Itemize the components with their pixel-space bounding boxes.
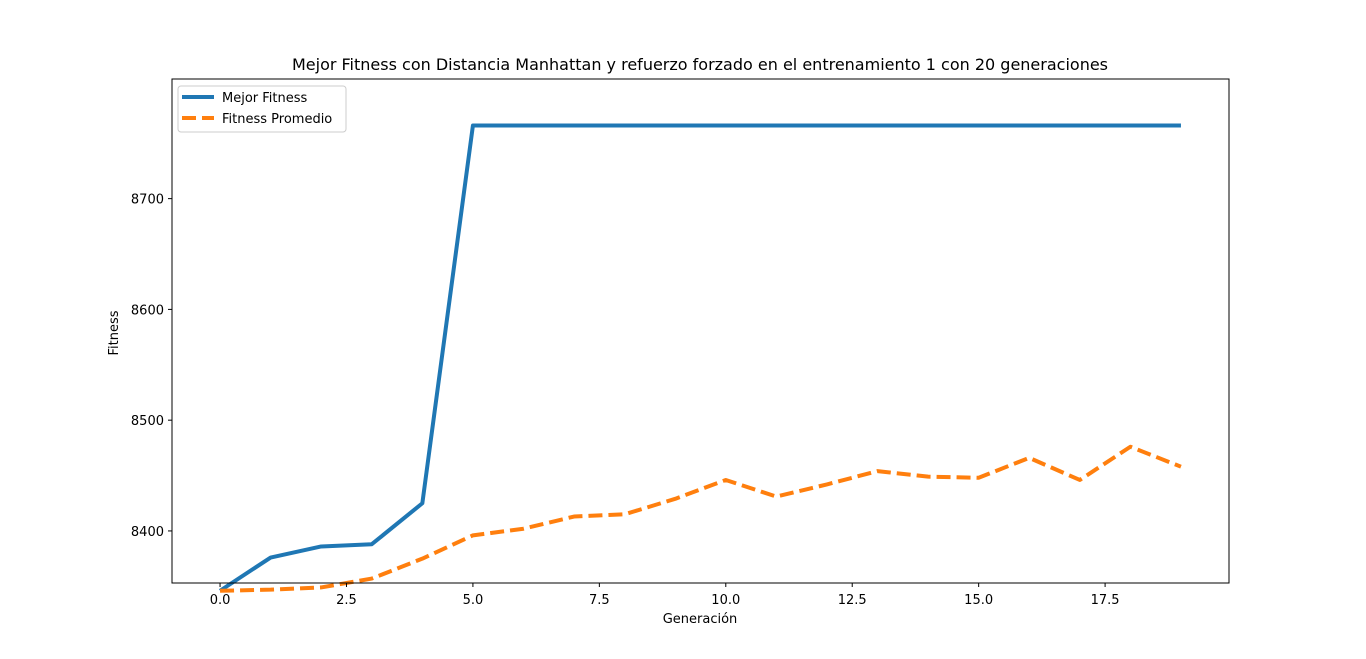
- plot-area: [218, 123, 1182, 593]
- x-tick-label: 0.0: [210, 593, 231, 608]
- x-tick-label: 2.5: [336, 593, 357, 608]
- x-tick-label: 5.0: [463, 593, 484, 608]
- plot-frame: [171, 78, 1230, 584]
- y-tick-label: 8700: [131, 193, 164, 208]
- legend-label-1: Mejor Fitness: [222, 91, 308, 106]
- x-axis-label: Generación: [663, 612, 738, 627]
- chart-title: Mejor Fitness con Distancia Manhattan y …: [292, 55, 1108, 74]
- x-tick-label: 12.5: [838, 593, 867, 608]
- series-line-2: [220, 444, 1182, 593]
- y-tick-label: 8500: [131, 414, 164, 429]
- y-tick-label: 8400: [131, 525, 164, 540]
- axes: 0.0 2.5 5.0 7.5 10.0 12.5 15.0 17.5 8400 8500 8600…: [131, 193, 1120, 608]
- y-axis-label: Fitness: [107, 310, 122, 355]
- y-tick-label: 8600: [131, 303, 164, 318]
- legend-label-2: Fitness Promedio: [222, 112, 332, 127]
- legend: Mejor Fitness Fitness Promedio: [177, 85, 347, 133]
- legend-box: [177, 85, 347, 133]
- x-tick-label: 15.0: [964, 593, 993, 608]
- x-tick-label: 17.5: [1091, 593, 1120, 608]
- x-tick-label: 10.0: [711, 593, 740, 608]
- series-line-1: [218, 123, 1181, 593]
- x-tick-label: 7.5: [589, 593, 610, 608]
